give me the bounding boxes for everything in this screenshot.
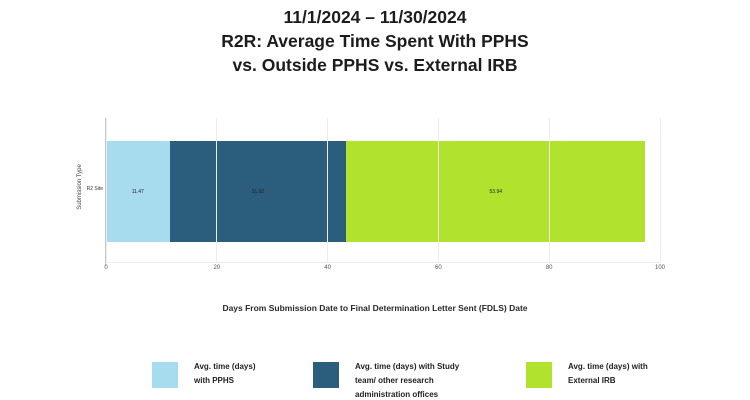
title-block: 11/1/2024 – 11/30/2024 R2R: Average Time… (0, 5, 750, 77)
y-axis-title: Submission Type (77, 164, 83, 210)
gridline (437, 118, 439, 262)
legend-swatch-external-irb (526, 362, 552, 388)
bar-segment-1[interactable]: 31.92 (169, 141, 348, 242)
x-tick-label: 80 (545, 265, 553, 271)
x-axis-line (106, 262, 660, 263)
x-tick-label: 60 (435, 265, 442, 271)
bar-value-label: 31.92 (251, 188, 265, 195)
legend-item-external-irb[interactable]: Avg. time (days) with External IRB (526, 360, 686, 388)
legend-swatch-study-team (313, 362, 339, 388)
plot-area: 11.47 31.92 53.94 0 20 40 60 80 100 (104, 118, 665, 271)
gridline (659, 118, 661, 262)
x-tick-label: 20 (213, 265, 221, 271)
legend-item-pphs[interactable]: Avg. time (days) with PPHS (152, 360, 302, 388)
legend-label-study-team: Avg. time (days) with Study team/ other … (355, 362, 460, 399)
gridline (548, 118, 550, 262)
gridline (216, 118, 218, 262)
gridline (327, 118, 329, 262)
bar-row: 11.47 31.92 53.94 (106, 141, 660, 242)
bar-segment-0[interactable]: 11.47 (106, 141, 170, 242)
y-category-label: R2 Site (86, 186, 103, 192)
bar-segment-2[interactable]: 53.94 (346, 141, 646, 242)
bar-value-label: 11.47 (131, 188, 144, 195)
x-tick-label: 40 (324, 265, 331, 271)
x-tick-label: 0 (104, 265, 108, 271)
x-axis-title: Days From Submission Date to Final Deter… (222, 303, 528, 313)
page-title: R2R: Average Time Spent With PPHS vs. Ou… (221, 31, 529, 75)
bar-value-label: 53.94 (489, 188, 503, 195)
date-range: 11/1/2024 – 11/30/2024 (283, 7, 467, 27)
legend-swatch-pphs (152, 362, 178, 388)
legend-label-pphs: Avg. time (days) with PPHS (194, 362, 256, 385)
x-tick-label: 100 (654, 265, 665, 271)
legend-item-study-team[interactable]: Avg. time (days) with Study team/ other … (313, 360, 483, 400)
legend-label-external-irb: Avg. time (days) with External IRB (568, 362, 648, 385)
gridline (105, 118, 107, 262)
